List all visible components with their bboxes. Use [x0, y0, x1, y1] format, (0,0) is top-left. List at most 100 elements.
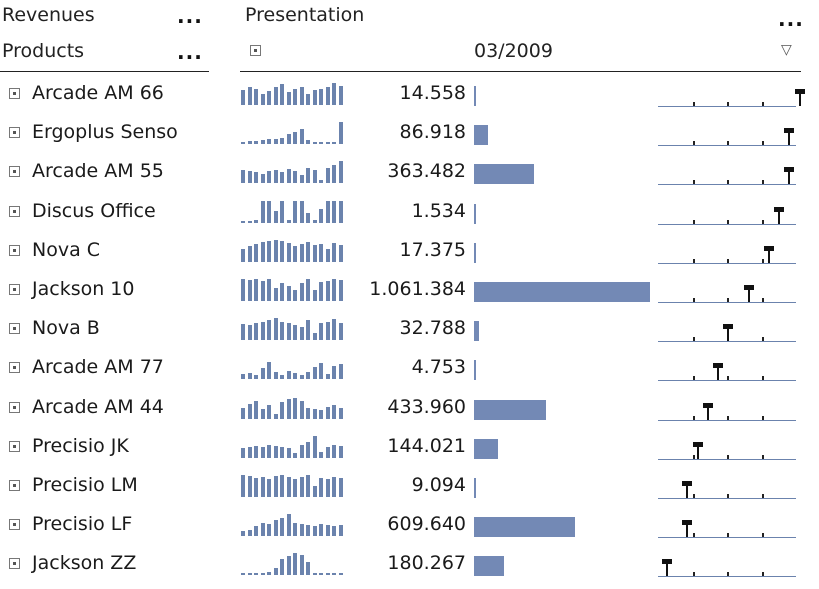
product-label[interactable]: Arcade AM 55 — [32, 160, 164, 183]
revenue-value: 4.753 — [411, 356, 466, 379]
sparkline-bar — [267, 479, 271, 497]
sparkline-chart — [241, 475, 345, 497]
row-expand-icon[interactable] — [9, 205, 20, 217]
revenue-bar — [474, 399, 546, 420]
rank-pin-head — [723, 324, 734, 330]
sparkline-bar — [280, 321, 284, 341]
revenue-value: 433.960 — [387, 395, 466, 418]
table-row[interactable]: Jackson 10 1.061.384 — [0, 271, 819, 310]
product-label[interactable]: Jackson 10 — [32, 278, 135, 300]
rank-indicator — [658, 397, 796, 421]
presentation-header[interactable]: Presentation — [245, 4, 365, 26]
measure-more-button[interactable]: ... — [177, 4, 203, 28]
rank-pin-icon — [794, 89, 805, 106]
rank-tick — [692, 298, 695, 302]
sparkline-bar — [260, 242, 265, 262]
row-expand-icon[interactable] — [9, 401, 20, 413]
sparkline-bar — [332, 366, 336, 380]
table-row[interactable]: Arcade AM 66 14.558 — [0, 75, 819, 114]
table-row[interactable]: Precisio LM 9.094 — [0, 467, 819, 506]
row-expand-icon[interactable] — [9, 440, 20, 452]
row-expand-icon[interactable] — [9, 558, 20, 570]
sparkline-bar — [325, 200, 330, 223]
sparkline-bar — [280, 517, 284, 537]
revenue-bar — [474, 360, 476, 381]
row-expand-icon[interactable] — [9, 480, 20, 491]
dimension-header[interactable]: Products — [2, 40, 85, 62]
sparkline-bar — [306, 279, 310, 301]
sparkline-bar — [325, 168, 330, 184]
rank-indicator — [658, 436, 796, 460]
rank-pin-head — [682, 481, 693, 486]
table-row[interactable]: Jackson ZZ 180.267 — [0, 545, 819, 584]
measure-header[interactable]: Revenues — [2, 4, 95, 26]
sparkline-bar — [299, 244, 304, 262]
product-label[interactable]: Precisio LM — [32, 474, 138, 496]
product-label[interactable]: Nova C — [32, 238, 101, 261]
revenue-bar — [474, 478, 476, 498]
sparkline-bar — [273, 519, 278, 537]
sparkline-bar — [332, 200, 336, 223]
table-row[interactable]: Precisio JK 144.021 — [0, 428, 819, 467]
row-expand-icon[interactable] — [9, 244, 20, 256]
table-row[interactable]: Discus Office 1.534 — [0, 193, 819, 232]
sparkline-bar — [325, 446, 330, 458]
product-label[interactable]: Jackson ZZ — [32, 552, 137, 575]
rank-baseline — [658, 262, 796, 264]
product-label[interactable]: Discus Office — [32, 199, 156, 222]
rank-pin-head — [784, 128, 795, 134]
product-label[interactable]: Arcade AM 44 — [32, 395, 164, 418]
product-label[interactable]: Nova B — [32, 317, 100, 340]
row-expand-icon[interactable] — [9, 323, 20, 335]
sparkline-bar — [241, 373, 245, 380]
sparkline-bar — [260, 477, 265, 497]
table-row[interactable]: Arcade AM 77 4.753 — [0, 349, 819, 388]
table-row[interactable]: Nova B 32.788 — [0, 310, 819, 349]
table-row[interactable]: Nova C 17.375 — [0, 232, 819, 271]
row-expand-icon[interactable] — [9, 127, 20, 139]
sparkline-bar — [267, 90, 271, 105]
sparkline-bar — [267, 279, 271, 301]
rank-indicator — [658, 83, 805, 107]
row-expand-icon[interactable] — [9, 166, 20, 178]
sparkline-bar — [299, 283, 304, 301]
rank-tick — [692, 415, 695, 420]
rank-tick — [692, 572, 695, 577]
sparkline-bar — [338, 86, 343, 105]
table-row[interactable]: Arcade AM 55 363.482 — [0, 153, 819, 192]
sparkline-bar — [273, 414, 278, 419]
sparkline-bar — [332, 279, 336, 301]
row-expand-icon[interactable] — [9, 284, 20, 295]
sparkline-bar — [338, 322, 343, 341]
sparkline-bar — [299, 200, 304, 223]
sparkline-bar — [241, 530, 245, 537]
filter-icon[interactable]: ▽ — [781, 42, 792, 58]
row-expand-icon[interactable] — [9, 362, 20, 374]
sparkline-chart — [241, 161, 345, 184]
table-row[interactable]: Precisio LF 609.640 — [0, 506, 819, 545]
sparkline-bar — [306, 139, 310, 145]
product-label[interactable]: Arcade AM 77 — [32, 356, 164, 379]
table-row[interactable]: Arcade AM 44 433.960 — [0, 389, 819, 428]
rank-tick — [727, 180, 729, 185]
row-expand-icon[interactable] — [9, 519, 20, 531]
expand-all-icon[interactable] — [250, 45, 261, 56]
rank-tick — [761, 258, 764, 263]
sparkline-bar — [280, 200, 284, 223]
table-row[interactable]: Ergoplus Senso 86.918 — [0, 114, 819, 153]
sparkline-bar — [338, 200, 343, 223]
product-label[interactable]: Precisio JK — [32, 434, 129, 457]
presentation-more-button[interactable]: ... — [778, 7, 804, 31]
rank-tick — [692, 376, 695, 381]
period-header[interactable]: 03/2009 — [474, 40, 553, 62]
row-expand-icon[interactable] — [9, 88, 20, 99]
sparkline-bar — [267, 171, 271, 184]
sparkline-bar — [273, 318, 278, 341]
product-label[interactable]: Precisio LF — [32, 513, 133, 536]
product-label[interactable]: Arcade AM 66 — [32, 82, 164, 104]
product-label[interactable]: Ergoplus Senso — [32, 121, 178, 144]
dimension-more-button[interactable]: ... — [177, 40, 203, 64]
sparkline-bar — [254, 279, 258, 301]
revenue-value: 1.061.384 — [369, 278, 466, 300]
sparkline-bar — [254, 88, 258, 105]
